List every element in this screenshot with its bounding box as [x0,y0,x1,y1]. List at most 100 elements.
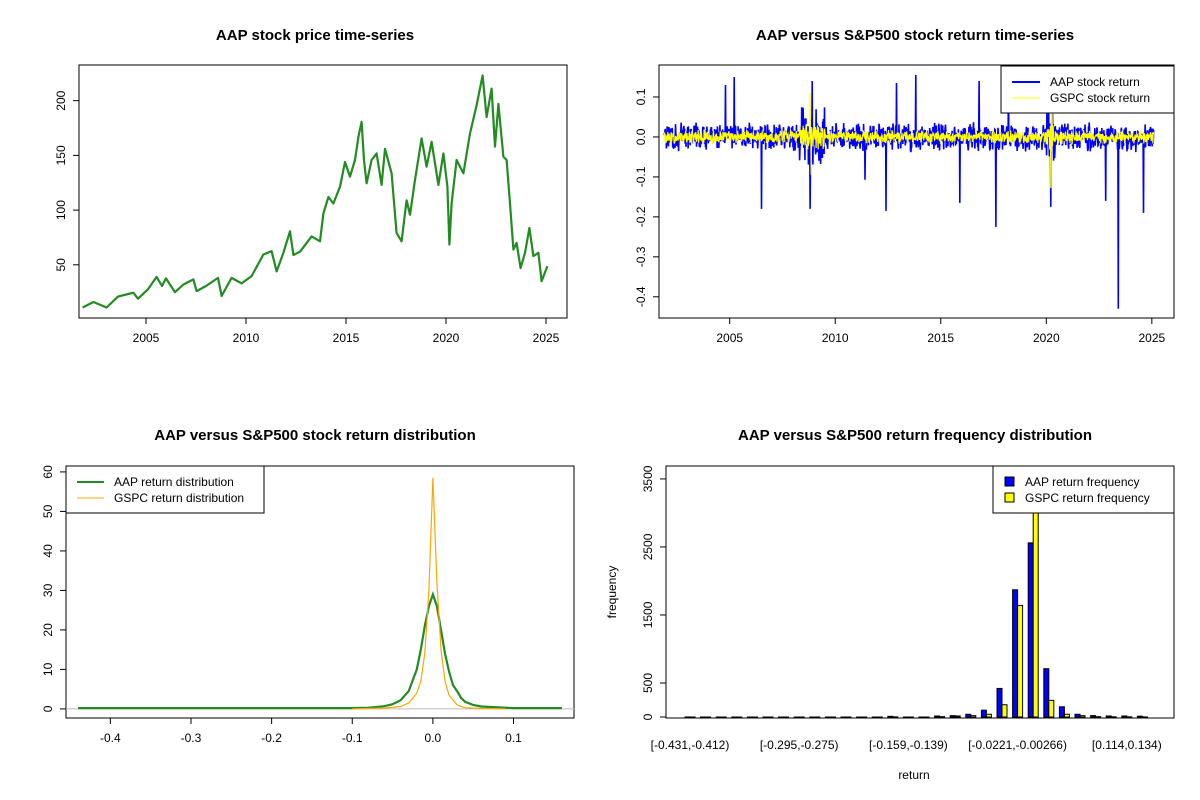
y-tick-label: 150 [54,145,68,165]
x-tick-label: 0.1 [505,731,522,745]
aap-bar [996,687,1003,718]
plot-frame [658,64,1175,319]
plot-frame [78,64,568,319]
gspc-bar [1079,715,1086,718]
x-tick-label: [-0.0221,-0.00266) [968,738,1067,752]
x-tick-label: 2010 [822,331,849,345]
aap-bar [949,715,956,718]
gspc-bar [1001,704,1008,718]
price-chart: AAP stock price time-series 2005 2010 2015… [54,27,568,345]
legend-label-gspc: GSPC return frequency [1025,491,1150,505]
y-tick-label: -0.4 [634,286,648,307]
y-tick-label: 500 [641,673,655,693]
y-axis-label: frequency [605,566,619,619]
y-tick-label: 10 [41,662,55,676]
legend-label-aap: AAP stock return [1050,75,1140,89]
x-tick-label: 2010 [233,331,260,345]
aap-bar [934,715,941,718]
gspc-density-line [352,477,506,710]
gspc-bar [1048,699,1055,718]
gspc-bar [1017,604,1024,718]
y-tick-label: 40 [41,544,55,558]
x-tick-label: 2015 [333,331,360,345]
legend: AAP stock return GSPC stock return [1000,65,1175,114]
y-tick-label: 50 [54,258,68,272]
chart-title: AAP versus S&P500 return frequency distr… [738,427,1092,444]
aap-bar [965,713,972,718]
x-tick-label: -0.1 [342,731,363,745]
gspc-bar [970,715,977,718]
y-tick-label: -0.3 [634,246,648,267]
x-tick-label: [0.114,0.134) [1092,738,1162,752]
aap-bar [1012,589,1019,718]
legend-box [65,465,265,514]
y-tick-label: 0 [641,713,655,720]
aap-density-line [78,590,562,710]
legend: AAP return frequency GSPC return frequen… [992,465,1175,514]
aap-bar [1027,542,1034,718]
aap-bar [1043,668,1050,718]
y-tick-label: 20 [41,623,55,637]
y-tick-label: 2500 [641,533,655,560]
plot-frame [665,465,1175,719]
y-tick-label: 3500 [641,465,655,492]
aap-bar [980,709,987,718]
x-tick-label: 2015 [927,331,954,345]
x-tick-label: 2005 [133,331,160,345]
legend-box [1000,65,1175,114]
aap-bar [1090,715,1097,718]
price-line [82,74,549,309]
y-tick-label: 30 [41,583,55,597]
x-tick-label: 2005 [716,331,743,345]
x-tick-label: [-0.295,-0.275) [760,738,839,752]
plot-frame [65,465,575,719]
return-timeseries-chart: AAP versus S&P500 stock return time-seri… [634,27,1175,345]
return-frequency-chart: AAP versus S&P500 return frequency distr… [605,427,1175,782]
legend-label-aap: AAP return frequency [1025,475,1140,489]
gspc-return-line [663,92,1155,189]
y-tick-label: 200 [54,90,68,110]
y-tick-label: -0.1 [634,166,648,187]
legend-label-gspc: GSPC return distribution [114,491,244,505]
x-tick-label: 2025 [1138,331,1165,345]
gspc-bar [954,715,961,718]
x-tick-label: [-0.431,-0.412) [651,738,730,752]
aap-bar [887,715,894,718]
aap-bar [1136,715,1143,718]
legend-box [992,465,1175,514]
aap-bar [1058,706,1065,718]
chart-title: AAP versus S&P500 stock return time-seri… [756,27,1074,44]
y-tick-label: 0.0 [634,128,648,145]
x-tick-label: -0.3 [181,731,202,745]
y-tick-label: 60 [41,465,55,479]
y-tick-label: 1500 [641,601,655,628]
gspc-bar [1032,466,1039,718]
x-tick-label: 2020 [433,331,460,345]
x-tick-label: 2025 [533,331,560,345]
legend-label-gspc: GSPC stock return [1050,91,1150,105]
legend-swatch-aap [1004,476,1015,487]
x-tick-label: 0.0 [425,731,442,745]
return-distribution-chart: AAP versus S&P500 stock return distribut… [41,427,575,745]
x-tick-label: 2020 [1033,331,1060,345]
legend: AAP return distribution GSPC return dist… [65,465,265,514]
aap-bar [1105,715,1112,718]
x-tick-label: -0.4 [100,731,121,745]
legend-label-aap: AAP return distribution [114,475,234,489]
legend-swatch-gspc [1004,492,1015,503]
gspc-bar [985,713,992,718]
y-tick-label: 0 [41,705,55,712]
x-tick-label: [-0.159,-0.139) [869,738,948,752]
y-tick-label: 100 [54,200,68,220]
y-tick-label: 50 [41,504,55,518]
gspc-bar [1063,713,1070,718]
aap-bar [1121,715,1128,718]
y-tick-label: -0.2 [634,206,648,227]
chart-title: AAP stock price time-series [216,27,414,44]
aap-bar [1074,713,1081,718]
chart-title: AAP versus S&P500 stock return distribut… [154,427,475,444]
y-tick-label: 0.1 [634,88,648,105]
x-axis-label: return [898,768,929,782]
x-tick-label: -0.2 [261,731,282,745]
